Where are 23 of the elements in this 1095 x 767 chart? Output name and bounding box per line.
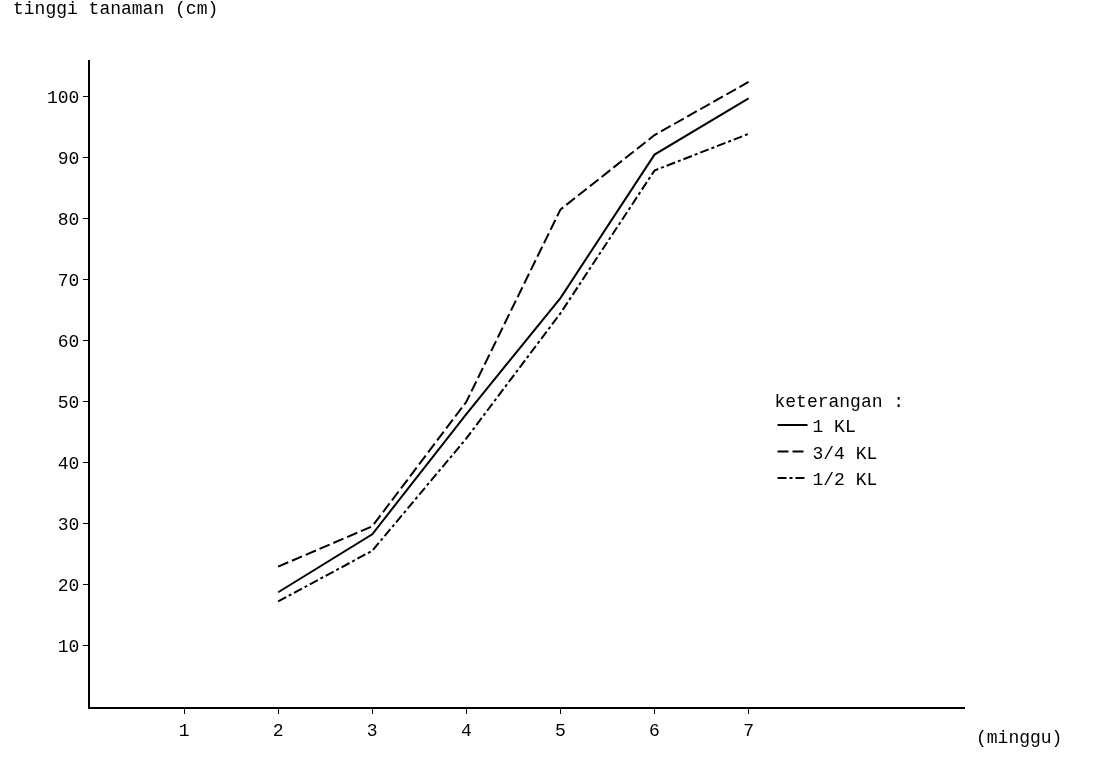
y-tick-label: 30 — [57, 515, 80, 536]
legend-title: keterangan : — [774, 391, 905, 412]
x-tick-label: 3 — [366, 720, 378, 741]
y-axis-title: tinggi tanaman (cm) — [13, 0, 219, 19]
x-tick-label: 6 — [649, 720, 660, 741]
x-tick-label: 2 — [272, 720, 284, 741]
x-tick-label: 7 — [743, 720, 755, 741]
x-tick-label: 4 — [460, 720, 472, 741]
y-tick-label: 40 — [57, 454, 80, 475]
legend-label: 3/4 KL — [812, 443, 878, 464]
y-tick-label: 70 — [57, 271, 80, 292]
y-tick-label: 20 — [57, 576, 80, 597]
y-tick-label: 90 — [57, 148, 80, 169]
legend-label: 1/2 KL — [812, 469, 878, 490]
y-tick-label: 80 — [57, 210, 80, 230]
y-tick-label: 10 — [57, 637, 80, 658]
y-tick-label: 60 — [57, 332, 80, 353]
x-tick-label: 5 — [555, 720, 566, 741]
legend-label: 1 KL — [812, 417, 856, 438]
y-tick-label: 50 — [57, 393, 80, 414]
x-tick-label: 1 — [178, 720, 190, 741]
y-tick-label: 100 — [46, 87, 80, 108]
x-axis-title: (minggu) — [976, 728, 1063, 748]
